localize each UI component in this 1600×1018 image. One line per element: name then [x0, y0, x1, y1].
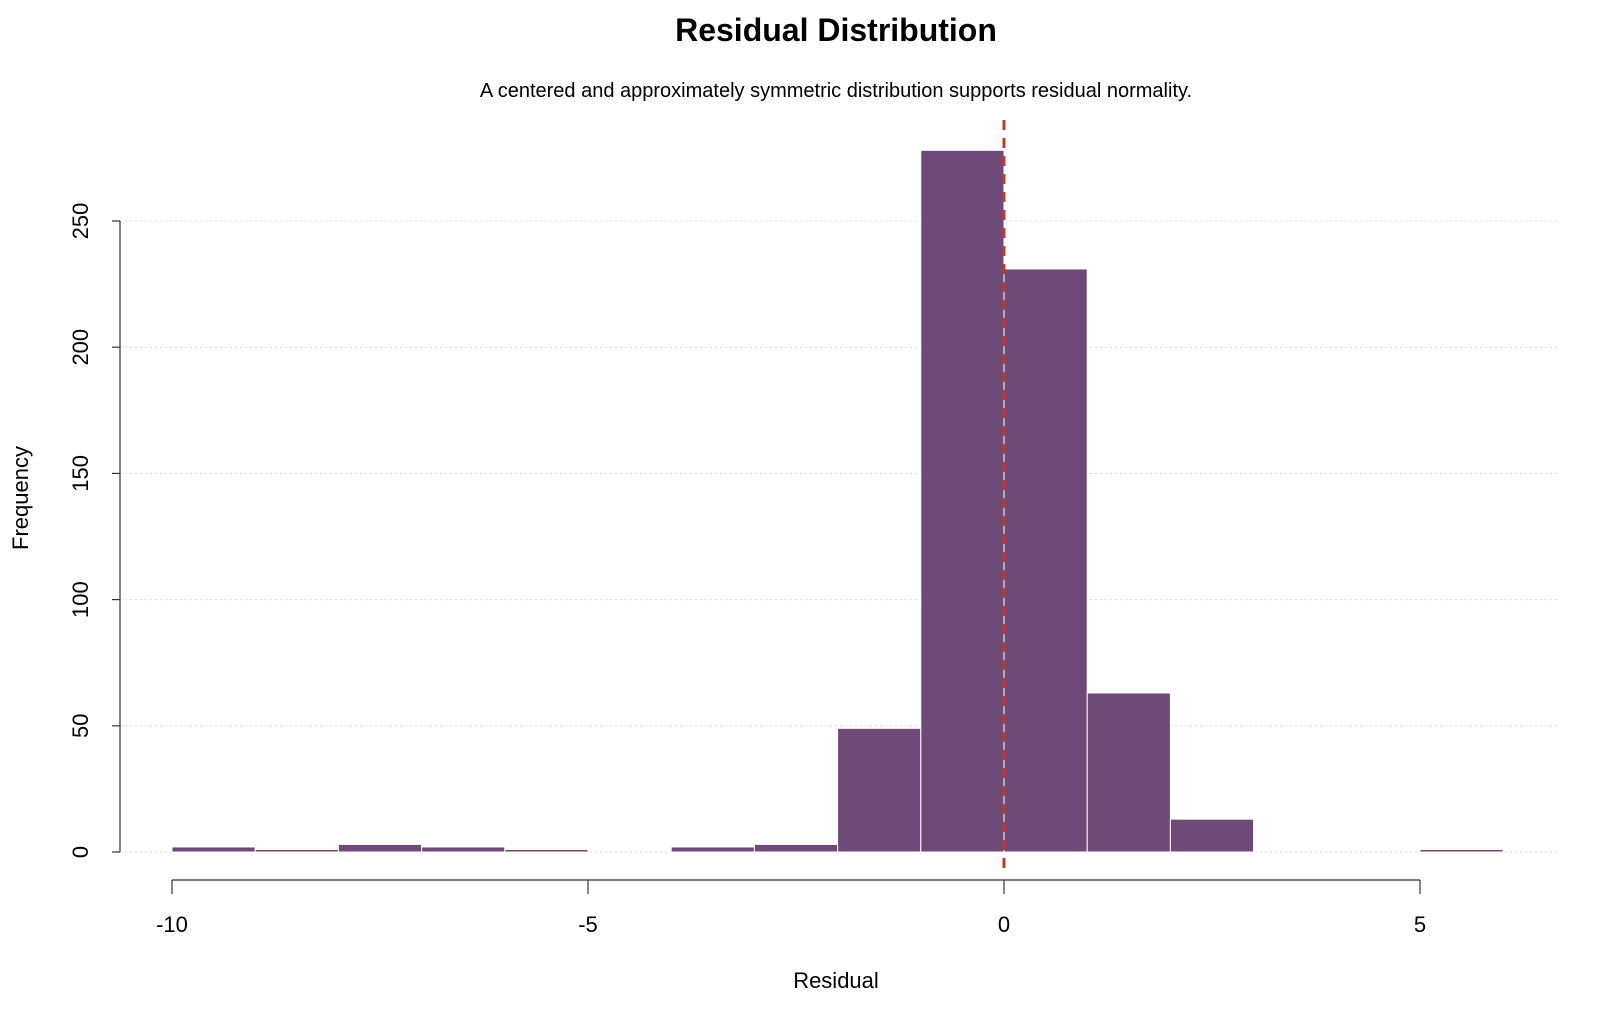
x-tick-label: -5 — [578, 912, 598, 937]
histogram-bar — [837, 727, 922, 853]
y-tick-label: 150 — [68, 455, 93, 492]
y-axis: 0 50 100 150 200 250 — [68, 203, 121, 858]
y-tick-label: 250 — [68, 203, 93, 240]
x-tick-label: 5 — [1414, 912, 1426, 937]
x-tick-label: -10 — [156, 912, 188, 937]
histogram-bar — [254, 848, 339, 853]
histogram-bar — [920, 149, 1005, 853]
chart-title: Residual Distribution — [675, 12, 997, 48]
x-axis: -10 -5 0 5 — [156, 879, 1426, 937]
histogram-bar — [504, 848, 589, 853]
x-axis-label: Residual — [793, 968, 879, 993]
x-tick-label: 0 — [998, 912, 1010, 937]
histogram-bar — [1169, 818, 1255, 853]
chart-subtitle: A centered and approximately symmetric d… — [480, 80, 1192, 102]
histogram-bars — [171, 149, 1504, 853]
y-tick-label: 50 — [68, 714, 93, 738]
histogram-bar — [1419, 848, 1504, 853]
histogram-bar — [171, 846, 256, 853]
histogram-bar — [670, 846, 755, 853]
histogram-bar — [337, 843, 423, 853]
y-tick-label: 100 — [68, 581, 93, 618]
histogram-bar — [421, 846, 506, 853]
histogram-bar — [1086, 692, 1171, 853]
y-axis-label: Frequency — [8, 446, 33, 550]
y-tick-label: 200 — [68, 329, 93, 366]
histogram-bar — [753, 843, 839, 853]
y-tick-label: 0 — [68, 846, 93, 858]
histogram-bar — [1003, 268, 1088, 853]
